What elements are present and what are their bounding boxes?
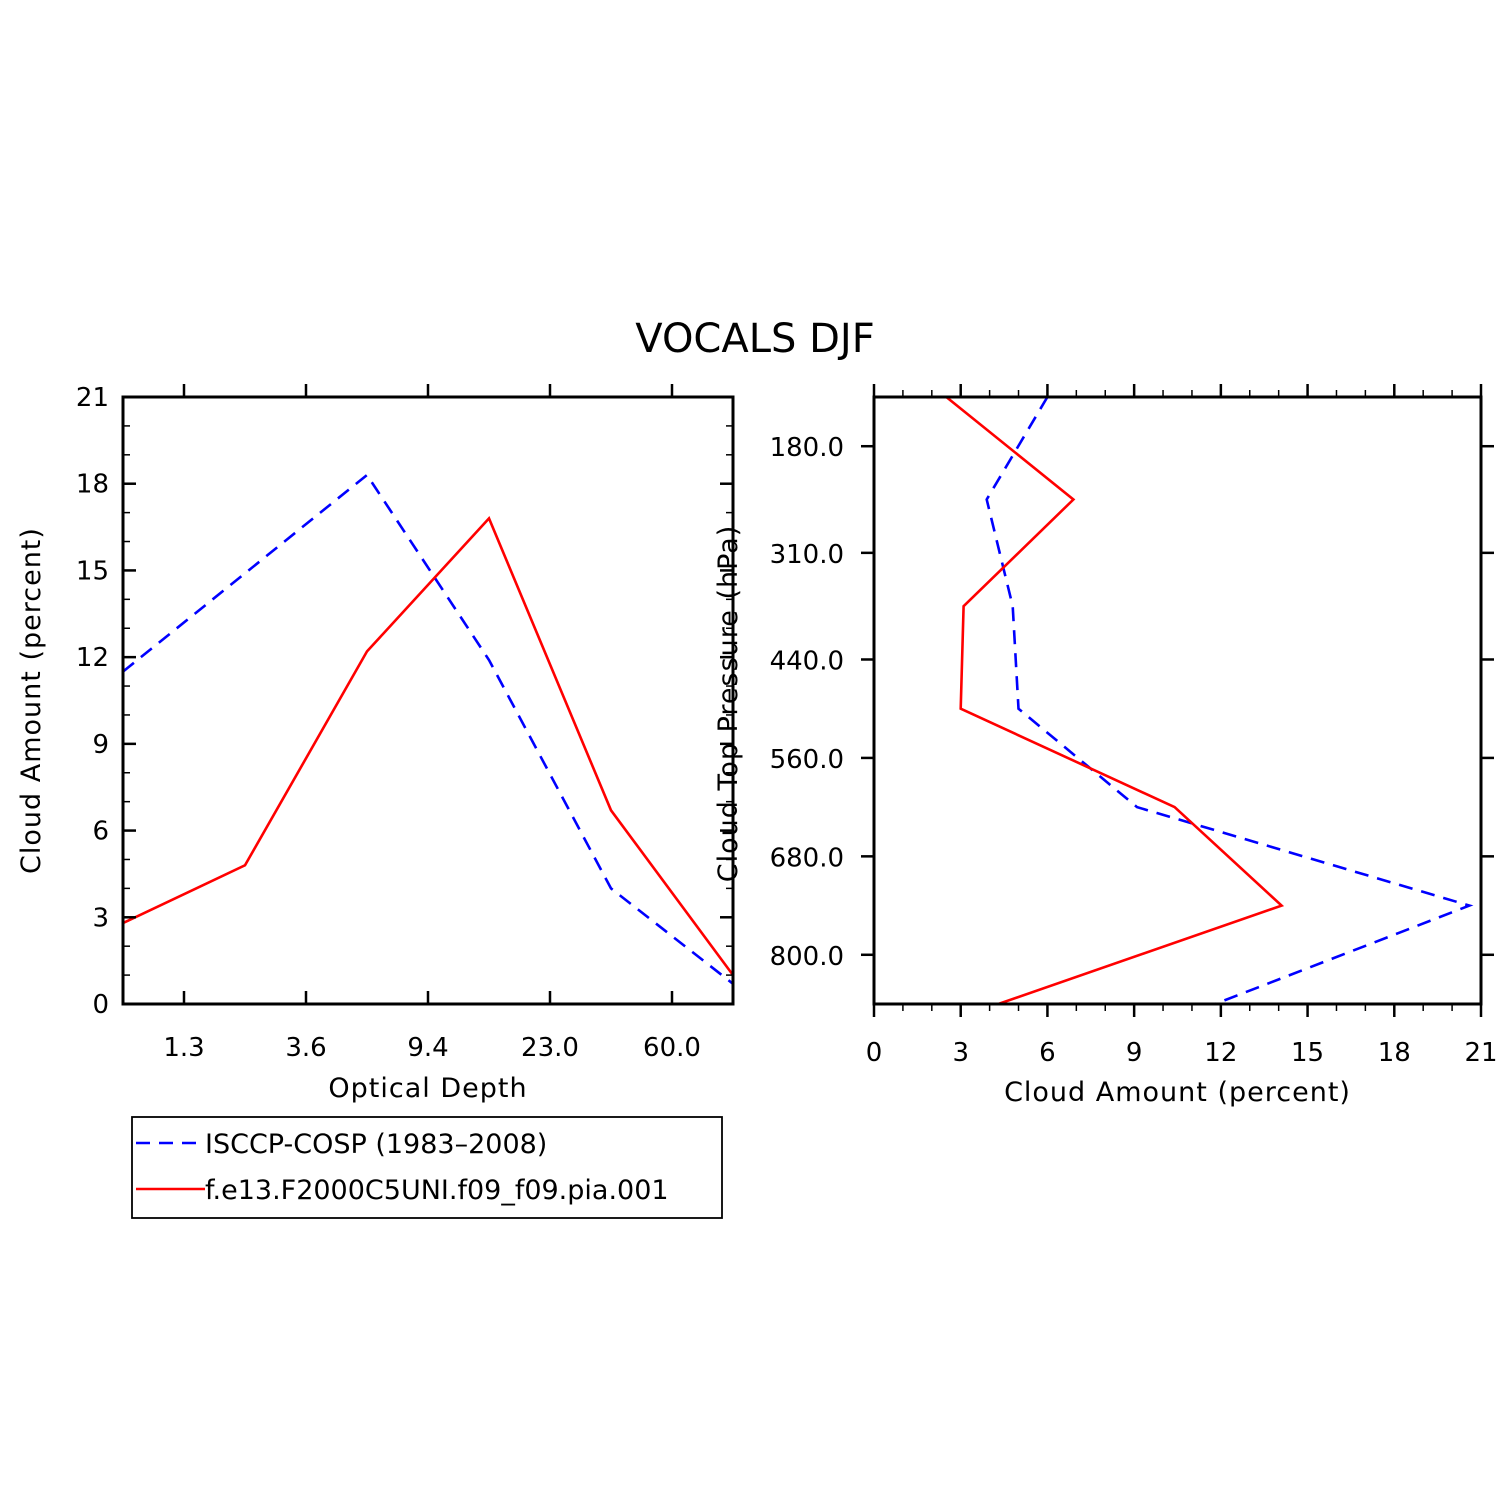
left-y-tick-label: 0 (92, 990, 109, 1020)
legend-label-0: ISCCP-COSP (1983–2008) (205, 1129, 547, 1160)
left-x-tick-label: 3.6 (285, 1033, 326, 1063)
left-y-tick-label: 3 (92, 903, 109, 933)
right-series-line-0 (985, 396, 1474, 1006)
legend-label-1: f.e13.F2000C5UNI.f09_f09.pia.001 (205, 1175, 669, 1206)
left-series-line-0 (122, 473, 734, 985)
left-x-tick-label: 1.3 (163, 1033, 204, 1063)
right-x-tick-label: 21 (1464, 1038, 1497, 1068)
right-series-line-1 (945, 395, 1285, 1006)
right-x-tick-label: 3 (952, 1038, 969, 1068)
left-x-tick-label: 23.0 (521, 1033, 579, 1063)
right-y-tick-label: 180.0 (770, 433, 844, 463)
right-y-tick-label: 440.0 (770, 646, 844, 676)
left-x-tick-label: 60.0 (643, 1033, 701, 1063)
legend-box (131, 1116, 723, 1219)
right-x-tick-label: 6 (1039, 1038, 1056, 1068)
right-x-tick-label: 9 (1126, 1038, 1143, 1068)
left-x-axis-label: Optical Depth (328, 1073, 527, 1104)
right-x-tick-label: 15 (1291, 1038, 1324, 1068)
left-y-tick-label: 15 (76, 556, 109, 586)
right-y-axis-label: Cloud Top Pressure (hPa) (713, 525, 744, 883)
right-y-tick-label: 310.0 (770, 540, 844, 570)
legend: ISCCP-COSP (1983–2008) f.e13.F2000C5UNI.f… (131, 1116, 723, 1219)
right-x-axis-label: Cloud Amount (percent) (1004, 1077, 1351, 1108)
left-x-tick-label: 9.4 (407, 1033, 448, 1063)
left-series-line-1 (122, 516, 735, 976)
right-x-tick-label: 0 (866, 1038, 883, 1068)
left-y-tick-label: 12 (76, 643, 109, 673)
left-panel: 0 3 6 9 12 15 18 21 1.3 3.6 9.4 23.0 60.0 Optical Dep… (16, 383, 735, 1104)
right-y-tick-label: 680.0 (770, 843, 844, 873)
right-x-tick-label: 18 (1378, 1038, 1411, 1068)
right-y-tick-label: 800.0 (770, 942, 844, 972)
left-y-tick-label: 18 (76, 470, 109, 500)
left-y-tick-label: 9 (92, 730, 109, 760)
chart-title: VOCALS DJF (635, 316, 874, 362)
right-x-tick-label: 12 (1204, 1038, 1237, 1068)
right-y-tick-label: 560.0 (770, 745, 844, 775)
left-y-axis-label: Cloud Amount (percent) (16, 527, 47, 874)
left-y-tick-label: 21 (76, 383, 109, 413)
left-y-tick-label: 6 (92, 817, 109, 847)
right-plot-frame (872, 395, 1483, 1006)
right-panel: 0 3 6 9 12 15 18 21 180.0 310.0 440.0 560.0 680.0 800… (713, 384, 1498, 1108)
